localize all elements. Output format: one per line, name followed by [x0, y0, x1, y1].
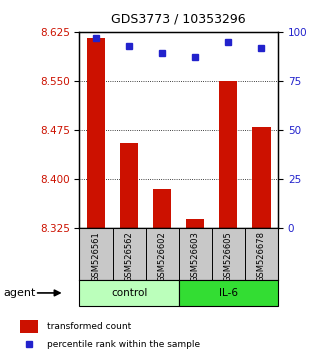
Bar [20, 320, 38, 333]
Text: GSM526562: GSM526562 [124, 231, 134, 282]
Bar [79, 280, 179, 306]
Bar [186, 218, 205, 228]
Text: agent: agent [3, 288, 36, 298]
Bar [87, 38, 105, 228]
Bar [120, 143, 138, 228]
Text: percentile rank within the sample: percentile rank within the sample [47, 340, 200, 349]
Text: GSM526561: GSM526561 [91, 231, 101, 282]
Text: IL-6: IL-6 [219, 288, 238, 298]
Text: GSM526603: GSM526603 [191, 231, 200, 282]
Text: GSM526605: GSM526605 [224, 231, 233, 282]
Text: transformed count: transformed count [47, 322, 131, 331]
Bar [153, 189, 171, 228]
Text: control: control [111, 288, 147, 298]
Bar [252, 127, 270, 228]
Text: GSM526602: GSM526602 [158, 231, 167, 282]
Text: GSM526678: GSM526678 [257, 231, 266, 282]
Bar [219, 81, 237, 228]
Bar [179, 280, 278, 306]
Text: GDS3773 / 10353296: GDS3773 / 10353296 [112, 12, 246, 25]
